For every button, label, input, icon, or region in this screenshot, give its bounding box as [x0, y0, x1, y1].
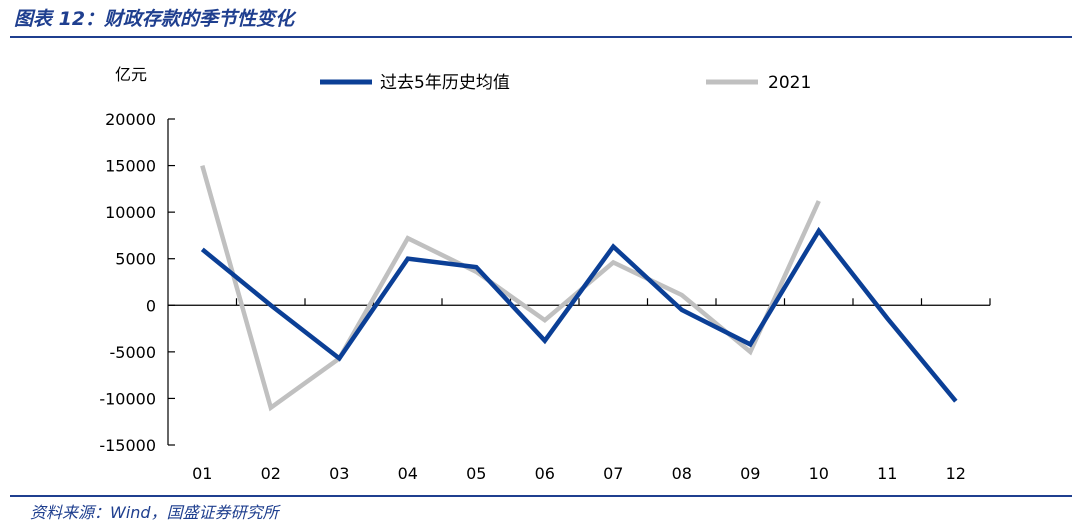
x-tick-label: 05: [466, 464, 486, 483]
chart-legend: 过去5年历史均值 2021: [320, 73, 811, 93]
x-tick-label: 09: [740, 464, 760, 483]
y-tick-label: 15000: [105, 157, 156, 176]
x-tick-label: 03: [329, 464, 349, 483]
x-tick-label: 10: [809, 464, 829, 483]
source-divider: [10, 495, 1072, 497]
chart-axes: 20000 15000 10000 5000 0 -5000 -10000 -15000 01 0…: [99, 110, 991, 483]
x-tick-label: 07: [603, 464, 623, 483]
y-tick-label: -10000: [99, 389, 156, 408]
series-layer: [200, 164, 958, 412]
y-tick-label: 20000: [105, 110, 156, 129]
y-tick-label: 0: [146, 296, 156, 315]
y-tick-label: -5000: [110, 343, 157, 362]
x-tick-label: 12: [946, 464, 966, 483]
title-divider: [10, 36, 1072, 38]
line-chart: 过去5年历史均值 2021 亿元 20000 15000 10000 5000 0 -500…: [99, 65, 991, 483]
y-tick-label: 10000: [105, 203, 156, 222]
x-tick-label: 11: [877, 464, 897, 483]
source-note: 资料来源：Wind，国盛证券研究所: [30, 503, 279, 522]
series-line-5yr-average: [200, 226, 958, 403]
x-tick-label: 04: [398, 464, 418, 483]
series-line-2021: [200, 164, 821, 412]
x-tick-label: 06: [535, 464, 555, 483]
x-tick-label: 02: [261, 464, 281, 483]
legend-label-2021: 2021: [768, 73, 811, 93]
y-axis-unit-label: 亿元: [115, 65, 147, 84]
y-tick-label: -15000: [99, 436, 156, 455]
y-tick-label: 5000: [115, 250, 156, 269]
x-tick-label: 01: [192, 464, 212, 483]
x-tick-label: 08: [672, 464, 692, 483]
legend-label-5yr-average: 过去5年历史均值: [380, 73, 510, 93]
figure-title: 图表 12：财政存款的季节性变化: [14, 8, 295, 30]
